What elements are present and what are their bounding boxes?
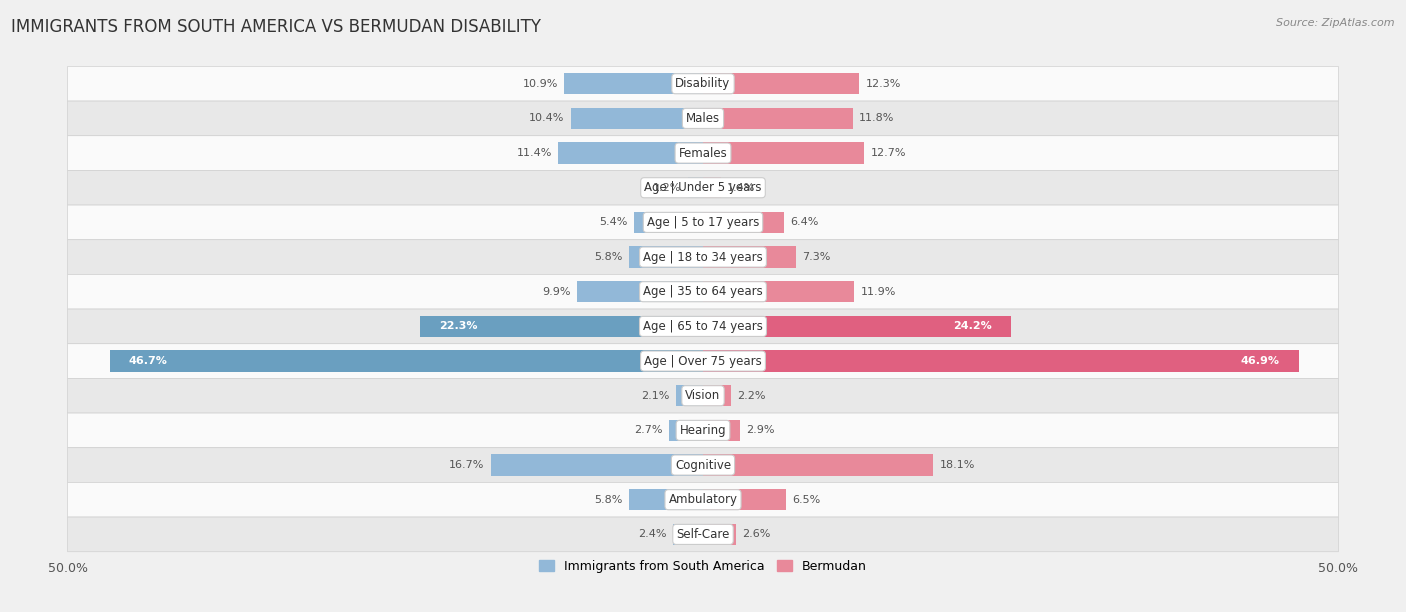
Text: Age | Under 5 years: Age | Under 5 years	[644, 181, 762, 194]
Text: Self-Care: Self-Care	[676, 528, 730, 541]
Text: 5.4%: 5.4%	[599, 217, 628, 228]
Text: Age | 35 to 64 years: Age | 35 to 64 years	[643, 285, 763, 298]
Text: 12.7%: 12.7%	[870, 148, 907, 158]
FancyBboxPatch shape	[67, 240, 1339, 274]
Bar	[703, 108, 853, 129]
Bar	[703, 246, 796, 268]
Text: Ambulatory: Ambulatory	[668, 493, 738, 506]
Text: 2.4%: 2.4%	[638, 529, 666, 539]
FancyBboxPatch shape	[67, 344, 1339, 378]
Bar	[703, 281, 855, 302]
Text: 6.5%: 6.5%	[792, 494, 820, 505]
Text: 46.7%: 46.7%	[128, 356, 167, 366]
FancyBboxPatch shape	[67, 101, 1339, 136]
Text: 11.9%: 11.9%	[860, 287, 896, 297]
Text: Hearing: Hearing	[679, 424, 727, 437]
Bar	[703, 454, 934, 476]
FancyBboxPatch shape	[67, 482, 1339, 517]
Bar	[703, 177, 721, 198]
Text: 2.6%: 2.6%	[742, 529, 770, 539]
Bar	[669, 420, 703, 441]
Text: Age | Over 75 years: Age | Over 75 years	[644, 354, 762, 368]
Text: Disability: Disability	[675, 77, 731, 90]
Text: IMMIGRANTS FROM SOUTH AMERICA VS BERMUDAN DISABILITY: IMMIGRANTS FROM SOUTH AMERICA VS BERMUDA…	[11, 18, 541, 36]
Bar	[703, 524, 737, 545]
Bar	[578, 281, 703, 302]
Bar	[676, 385, 703, 406]
Text: 6.4%: 6.4%	[790, 217, 820, 228]
Text: 24.2%: 24.2%	[953, 321, 991, 331]
Text: 2.7%: 2.7%	[634, 425, 662, 435]
Text: 2.2%: 2.2%	[737, 390, 766, 401]
Bar	[491, 454, 703, 476]
Text: 2.1%: 2.1%	[641, 390, 669, 401]
Text: 12.3%: 12.3%	[866, 79, 901, 89]
Text: 11.8%: 11.8%	[859, 113, 894, 124]
Text: Females: Females	[679, 146, 727, 160]
Text: 11.4%: 11.4%	[516, 148, 551, 158]
FancyBboxPatch shape	[67, 309, 1339, 344]
Bar	[688, 177, 703, 198]
FancyBboxPatch shape	[67, 170, 1339, 205]
Text: 2.9%: 2.9%	[747, 425, 775, 435]
Text: 9.9%: 9.9%	[543, 287, 571, 297]
FancyBboxPatch shape	[67, 413, 1339, 448]
Bar	[419, 316, 703, 337]
Bar	[703, 316, 1011, 337]
Legend: Immigrants from South America, Bermudan: Immigrants from South America, Bermudan	[534, 555, 872, 578]
Text: 18.1%: 18.1%	[939, 460, 974, 470]
Text: 1.2%: 1.2%	[652, 183, 682, 193]
Text: 46.9%: 46.9%	[1241, 356, 1279, 366]
FancyBboxPatch shape	[67, 66, 1339, 101]
Bar	[634, 212, 703, 233]
Text: Age | 5 to 17 years: Age | 5 to 17 years	[647, 216, 759, 229]
Bar	[571, 108, 703, 129]
Bar	[703, 143, 865, 164]
Text: 7.3%: 7.3%	[801, 252, 831, 262]
Bar	[558, 143, 703, 164]
Bar	[630, 489, 703, 510]
Text: 10.9%: 10.9%	[523, 79, 558, 89]
Text: Source: ZipAtlas.com: Source: ZipAtlas.com	[1277, 18, 1395, 28]
Bar	[703, 212, 785, 233]
Bar	[110, 350, 703, 372]
FancyBboxPatch shape	[67, 136, 1339, 170]
Text: 5.8%: 5.8%	[595, 252, 623, 262]
FancyBboxPatch shape	[67, 448, 1339, 482]
Text: Males: Males	[686, 112, 720, 125]
Text: 16.7%: 16.7%	[449, 460, 485, 470]
Bar	[630, 246, 703, 268]
Text: Age | 65 to 74 years: Age | 65 to 74 years	[643, 320, 763, 333]
Bar	[672, 524, 703, 545]
Text: 5.8%: 5.8%	[595, 494, 623, 505]
Bar	[564, 73, 703, 94]
Bar	[703, 420, 740, 441]
Bar	[703, 489, 786, 510]
Text: 22.3%: 22.3%	[439, 321, 477, 331]
FancyBboxPatch shape	[67, 274, 1339, 309]
Text: Vision: Vision	[685, 389, 721, 402]
FancyBboxPatch shape	[67, 378, 1339, 413]
Text: 1.4%: 1.4%	[727, 183, 755, 193]
Bar	[703, 73, 859, 94]
Text: Age | 18 to 34 years: Age | 18 to 34 years	[643, 250, 763, 264]
Text: 10.4%: 10.4%	[529, 113, 564, 124]
FancyBboxPatch shape	[67, 517, 1339, 552]
Text: Cognitive: Cognitive	[675, 458, 731, 472]
FancyBboxPatch shape	[67, 205, 1339, 240]
Bar	[703, 350, 1299, 372]
Bar	[703, 385, 731, 406]
